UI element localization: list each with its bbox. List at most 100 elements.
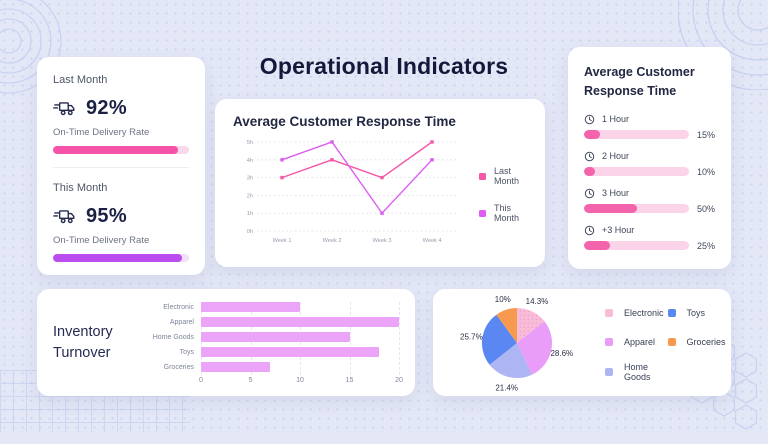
axis-tick-label: 5 <box>248 376 253 384</box>
pie-slice-label: 10% <box>495 294 511 303</box>
response-progress-track <box>584 204 689 213</box>
legend-swatch <box>605 338 613 347</box>
delivery-rate-value: 92% <box>86 97 127 119</box>
category-pie-chart: 14.3% 28.6% 21.4% 25.7% 10% <box>460 294 573 392</box>
legend-item-last-month: Last Month <box>479 166 527 186</box>
pie-legend-item: Apparel <box>605 337 664 347</box>
bar-category-label: Apparel <box>169 318 194 326</box>
pie-legend-item: Toys <box>667 308 726 319</box>
legend-label: Toys <box>686 308 706 319</box>
axis-tick-label: 0 <box>199 376 203 384</box>
period-label: This Month <box>53 182 108 194</box>
response-row: 1 Hour 15% <box>584 114 715 140</box>
response-progress-fill <box>584 167 595 176</box>
bar-row: Electronic <box>145 300 399 315</box>
clock-icon <box>584 188 595 199</box>
delivery-card: Last Month 92% On-Time Delivery Rate Thi… <box>37 57 205 275</box>
pie-slice-label: 21.4% <box>495 383 518 392</box>
svg-text:4h: 4h <box>247 158 253 164</box>
delivery-progress-fill <box>53 146 179 154</box>
response-progress-fill <box>584 241 611 250</box>
chart-legend: Last Month This Month <box>479 134 527 249</box>
delivery-rate-label: On-Time Delivery Rate <box>53 127 150 138</box>
bar <box>201 362 271 372</box>
delivery-progress-track <box>53 146 189 154</box>
legend-swatch <box>667 309 676 318</box>
svg-text:Week 1: Week 1 <box>273 238 292 244</box>
response-chart-card: Average Customer Response Time 0h 1h 2h 3h 4… <box>215 99 545 267</box>
truck-icon <box>53 100 77 117</box>
inventory-bar-chart: Electronic Apparel Home Goods Toys Groceries… <box>145 300 403 386</box>
percent-label: 10% <box>696 166 715 177</box>
pie-slice <box>489 342 533 378</box>
response-rows: 1 Hour 15% 2 Hour 10% 3 Hour 50% +3 Hour 25% <box>584 114 715 251</box>
svg-text:1h: 1h <box>247 211 253 217</box>
legend-swatch <box>479 172 486 180</box>
axis-tick-label: 10 <box>296 376 304 384</box>
duration-label: +3 Hour <box>602 225 635 235</box>
bar-category-label: Groceries <box>163 363 194 371</box>
pie-slice-label: 14.3% <box>526 297 549 306</box>
clock-icon <box>584 225 595 236</box>
response-row: 2 Hour 10% <box>584 151 715 177</box>
svg-text:Week 2: Week 2 <box>323 238 342 244</box>
page-title: Operational Indicators <box>259 53 509 79</box>
axis-tick-label: 20 <box>395 376 403 384</box>
bar <box>201 332 350 342</box>
response-progress-track <box>584 130 689 139</box>
pie-slice <box>517 307 545 343</box>
pie-slice <box>517 320 553 375</box>
bar-category-label: Toys <box>179 348 194 356</box>
svg-text:5h: 5h <box>247 140 253 146</box>
delivery-progress-fill <box>53 254 183 262</box>
response-progress-track <box>584 241 689 250</box>
legend-label: Last Month <box>494 166 520 186</box>
axis-tick-label: 15 <box>345 376 354 384</box>
legend-label: Home Goods <box>624 361 651 382</box>
pie-legend-item: Groceries <box>667 337 726 348</box>
duration-label: 1 Hour <box>602 114 630 124</box>
percent-label: 15% <box>696 129 715 140</box>
response-progress-fill <box>584 204 637 213</box>
response-progress-fill <box>584 130 600 139</box>
legend-swatch <box>605 367 613 376</box>
pie-slice-label: 25.7% <box>460 332 483 341</box>
bar <box>201 347 380 357</box>
pie-slice <box>481 314 517 365</box>
card-title: Average Customer Response Time <box>233 114 456 129</box>
svg-text:3h: 3h <box>247 176 253 182</box>
category-share-card: 14.3% 28.6% 21.4% 25.7% 10% Electronic Appare… <box>433 289 731 396</box>
period-label: Last Month <box>53 74 108 86</box>
card-title: Average Customer Response Time <box>584 65 695 98</box>
bar-row: Home Goods <box>145 330 399 345</box>
inventory-card: Inventory Turnover Electronic Apparel Home… <box>37 289 415 396</box>
delivery-section-this-month: This Month 95% On-Time Delivery Rate <box>53 182 189 262</box>
bar-axis: 0 5 10 15 20 <box>145 375 403 386</box>
response-row: 3 Hour 50% <box>584 188 715 214</box>
bar-row: Groceries <box>145 360 399 375</box>
bar-row: Toys <box>145 345 399 360</box>
pie-legend-item: Home Goods <box>605 362 664 382</box>
bar-category-label: Electronic <box>163 303 194 311</box>
response-breakdown-card: Average Customer Response Time 1 Hour 15%… <box>568 47 731 269</box>
pie-slice <box>496 307 517 343</box>
duration-label: 2 Hour <box>602 151 630 161</box>
legend-label: This Month <box>494 203 520 223</box>
legend-label: Electronic <box>624 308 664 319</box>
legend-swatch <box>667 338 676 347</box>
clock-icon <box>584 114 595 125</box>
delivery-rate-label: On-Time Delivery Rate <box>53 235 150 246</box>
divider <box>53 167 189 168</box>
legend-swatch <box>605 309 613 318</box>
response-line-chart: 0h 1h 2h 3h 4h 5h Week 1 Week 2 Week 3 Week 4 <box>247 140 457 244</box>
bar-category-label: Home Goods <box>152 333 194 341</box>
svg-text:2h: 2h <box>247 193 253 199</box>
delivery-section-last-month: Last Month 92% On-Time Delivery Rate <box>53 74 189 154</box>
response-progress-track <box>584 167 689 176</box>
svg-text:Week 3: Week 3 <box>373 238 392 244</box>
delivery-progress-track <box>53 254 189 262</box>
pie-slice-label: 28.6% <box>550 348 573 357</box>
bar-row: Apparel <box>145 315 399 330</box>
legend-label: Groceries <box>686 337 726 348</box>
pie-legend: Electronic Apparel Home Goods Toys Groceries <box>605 299 726 387</box>
